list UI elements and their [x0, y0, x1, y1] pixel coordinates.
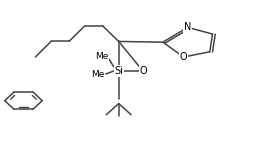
Text: N: N — [184, 22, 191, 32]
Text: Me: Me — [91, 70, 105, 78]
Text: Si: Si — [114, 66, 123, 76]
Text: Me: Me — [95, 52, 109, 61]
Text: O: O — [140, 66, 147, 76]
Text: O: O — [180, 52, 187, 62]
